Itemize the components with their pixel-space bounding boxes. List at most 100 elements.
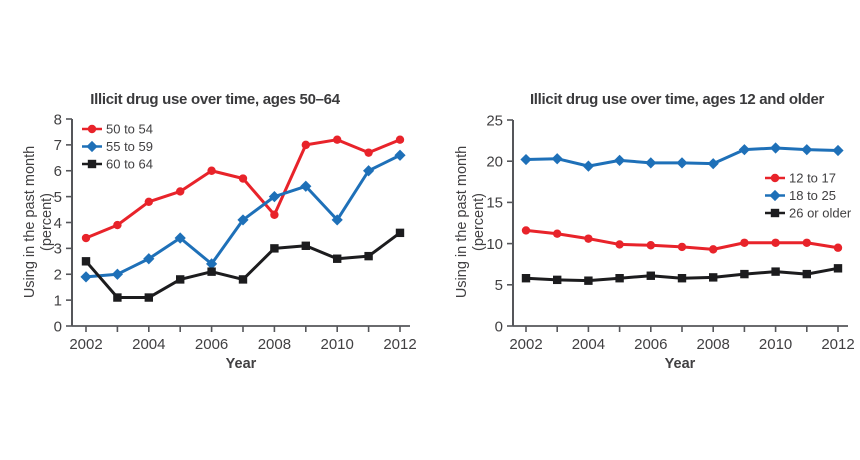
legend-key-marker	[770, 173, 780, 183]
y-tick-label: 25	[486, 112, 503, 129]
y-tick-label: 5	[54, 189, 62, 206]
data-point-marker	[553, 229, 562, 238]
data-point-marker	[333, 135, 342, 144]
data-point-marker	[802, 238, 811, 247]
data-point-marker	[520, 153, 532, 166]
data-point-marker	[81, 233, 91, 243]
data-point-marker	[801, 144, 813, 156]
data-point-marker	[551, 153, 563, 165]
series-50-to-54	[81, 135, 405, 243]
data-point-marker	[207, 166, 216, 175]
data-point-marker	[582, 160, 594, 172]
data-point-marker	[143, 253, 155, 265]
y-tick-label: 20	[486, 153, 503, 170]
x-tick-label: 2004	[132, 336, 165, 353]
x-tick-label: 2006	[634, 336, 667, 353]
data-point-marker	[238, 275, 248, 284]
series-12-to-17	[521, 226, 843, 254]
chart-ages-50-64: Illicit drug use over time, ages 50–64 0 1…	[22, 91, 417, 372]
data-point-marker	[144, 293, 153, 302]
data-point-marker	[676, 157, 688, 169]
data-point-marker	[301, 241, 310, 250]
data-point-marker	[521, 274, 531, 283]
x-tick-label: 2010	[321, 336, 354, 353]
legend-key-marker	[87, 159, 97, 169]
data-point-marker	[364, 251, 373, 261]
data-point-marker	[176, 187, 185, 196]
x-tick-label: 2012	[821, 336, 854, 353]
data-point-marker	[113, 220, 122, 230]
y-tick-label: 4	[54, 215, 62, 232]
legend-label: 55 to 59	[106, 139, 153, 154]
data-point-marker	[207, 267, 216, 276]
data-point-marker	[646, 271, 655, 280]
x-axis-title: Year	[665, 356, 696, 372]
y-tick-label: 6	[54, 163, 62, 180]
data-point-marker	[270, 244, 279, 253]
data-point-marker	[584, 234, 593, 243]
data-point-marker	[394, 149, 406, 161]
x-tick-label: 2002	[509, 336, 542, 353]
data-point-marker	[584, 276, 593, 285]
y-tick-label: 1	[54, 292, 62, 309]
data-point-marker	[237, 214, 249, 226]
x-tick-label: 2012	[383, 336, 416, 353]
data-point-marker	[802, 269, 811, 279]
data-point-marker	[740, 269, 749, 279]
x-tick-label: 2002	[69, 336, 102, 353]
y-tick-label: 7	[54, 137, 62, 154]
y-tick-label: 0	[495, 318, 503, 335]
data-point-marker	[268, 191, 280, 203]
x-tick-label: 2006	[195, 336, 228, 353]
data-point-marker	[738, 144, 750, 156]
data-point-marker	[677, 242, 687, 252]
data-point-marker	[80, 271, 92, 283]
data-point-marker	[677, 274, 687, 283]
data-point-marker	[395, 135, 405, 144]
legend-label: 50 to 54	[106, 122, 153, 137]
data-point-marker	[364, 148, 373, 157]
x-tick-label: 2004	[572, 336, 605, 353]
x-tick-label: 2010	[759, 336, 792, 353]
data-point-marker	[238, 174, 248, 183]
y-tick-label: 8	[54, 111, 62, 128]
data-point-marker	[709, 273, 718, 282]
data-point-marker	[144, 197, 153, 206]
series-18-to-25	[520, 142, 844, 172]
y-tick-label: 10	[486, 236, 503, 253]
legend-label: 60 to 64	[106, 157, 153, 172]
data-point-marker	[707, 158, 719, 170]
legend-key-marker	[86, 140, 98, 153]
data-point-marker	[709, 245, 718, 254]
legend-label: 26 or older	[789, 206, 852, 221]
data-point-marker	[553, 275, 562, 285]
chart-title: Illicit drug use over time, ages 50–64	[90, 91, 341, 108]
y-axis-title: Using in the past month(percent)	[22, 146, 55, 298]
data-point-marker	[113, 293, 122, 302]
data-point-marker	[270, 210, 279, 219]
data-point-marker	[331, 214, 343, 226]
data-point-marker	[301, 140, 310, 150]
data-point-marker	[206, 258, 218, 270]
legend-key-marker	[87, 124, 97, 134]
data-point-marker	[615, 274, 624, 283]
legend-key-marker	[769, 189, 781, 202]
data-point-marker	[615, 240, 624, 249]
data-point-marker	[176, 275, 185, 284]
data-point-marker	[833, 264, 843, 273]
data-point-marker	[81, 257, 91, 266]
data-point-marker	[300, 180, 312, 192]
y-axis-title: Using in the past month(percent)	[454, 146, 487, 298]
data-point-marker	[645, 157, 657, 169]
y-tick-label: 3	[54, 241, 62, 258]
data-point-marker	[174, 232, 186, 244]
data-point-marker	[832, 144, 844, 157]
y-tick-label: 5	[495, 277, 503, 294]
legend: 50 to 54 55 to 59 60 to 64	[82, 122, 153, 172]
chart-ages-12-older: Illicit drug use over time, ages 12 and …	[454, 91, 855, 372]
data-point-marker	[521, 226, 531, 235]
data-point-marker	[833, 243, 843, 252]
y-tick-label: 0	[54, 318, 62, 335]
y-tick-label: 2	[54, 267, 62, 284]
